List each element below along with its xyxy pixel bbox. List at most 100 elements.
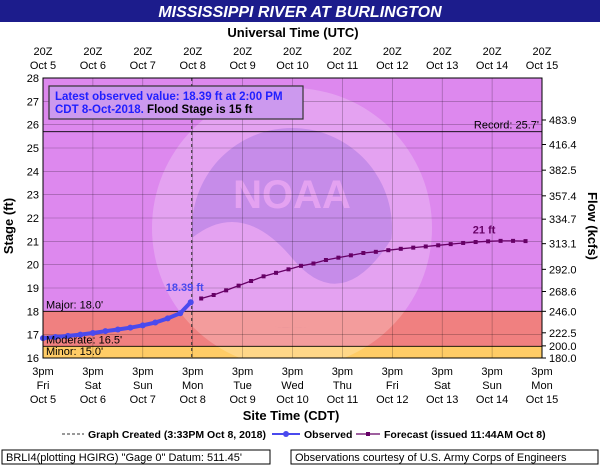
title-bar [0, 0, 600, 22]
flow-tick-label: 268.6 [549, 287, 577, 299]
x-tick-time: 3pm [531, 366, 552, 378]
forecast-point [461, 240, 466, 245]
y-tick-label: 26 [27, 120, 39, 132]
x-tick-day: Sun [133, 380, 153, 392]
observed-point [89, 330, 96, 337]
top-tick-date: Oct 6 [80, 60, 106, 72]
forecast-point [199, 296, 204, 301]
observed-point [177, 310, 184, 317]
forecast-point [386, 248, 391, 253]
flow-tick-label: 483.9 [549, 115, 577, 127]
x-tick-day: Fri [37, 380, 50, 392]
forecast-point [274, 270, 279, 275]
top-tick-time: 20Z [183, 46, 202, 58]
top-tick-date: Oct 12 [376, 60, 408, 72]
forecast-point [286, 267, 291, 272]
x-tick-date: Oct 6 [80, 394, 106, 406]
forecast-point [224, 288, 229, 293]
y-tick-label: 22 [27, 213, 39, 225]
observed-point [102, 328, 109, 335]
x-tick-time: 3pm [332, 366, 353, 378]
x-tick-date: Oct 9 [229, 394, 255, 406]
y-tick-label: 19 [27, 283, 39, 295]
footer-courtesy: Observations courtesy of U.S. Army Corps… [290, 449, 599, 465]
y-tick-label: 16 [27, 353, 39, 365]
plot-border [42, 77, 543, 359]
observed-last-label: 18.39 ft [166, 282, 204, 294]
footer-datum-text: BRLI4(plotting HGIRG) "Gage 0" Datum: 51… [6, 452, 242, 464]
chart-title: MISSISSIPPI RIVER AT BURLINGTON [158, 4, 442, 21]
observed-point [127, 324, 134, 331]
y-tick-label: 28 [27, 73, 39, 85]
top-tick-time: 20Z [383, 46, 402, 58]
x-tick-time: 3pm [32, 366, 53, 378]
latest-value-box: Latest observed value: 18.39 ft at 2:00 … [48, 85, 304, 120]
y2-axis-title: Flow (kcfs) [585, 192, 600, 260]
x-tick-time: 3pm [382, 366, 403, 378]
forecast-point [373, 249, 378, 254]
observed-point [77, 331, 84, 338]
forecast-point [311, 261, 316, 266]
y-tick-label: 27 [27, 96, 39, 108]
x-tick-time: 3pm [82, 366, 103, 378]
x-tick-day: Mon [531, 380, 552, 392]
flow-tick-label: 416.4 [549, 140, 577, 152]
footer-datum: BRLI4(plotting HGIRG) "Gage 0" Datum: 51… [1, 449, 271, 465]
forecast-point [236, 283, 241, 288]
y-tick-label: 23 [27, 190, 39, 202]
axes-layer: 16 17 18 19 20 21 22 23 24 25 26 27 28 3pm Fri Oct 5 3pm… [27, 46, 577, 406]
top-tick-date: Oct 10 [276, 60, 308, 72]
bottom-axis-title: Site Time (CDT) [243, 408, 340, 423]
flood-label-moderate: Moderate: 16.5' [46, 334, 122, 346]
x-tick-day: Sat [434, 380, 451, 392]
y-tick-label: 17 [27, 330, 39, 342]
flow-tick-label: 382.5 [549, 165, 577, 177]
observed-point [52, 334, 59, 340]
top-tick-date: Oct 9 [229, 60, 255, 72]
top-tick-date: Oct 13 [426, 60, 458, 72]
flood-label-minor: Minor: 15.0' [46, 346, 103, 358]
x-tick-time: 3pm [282, 366, 303, 378]
x-tick-time: 3pm [232, 366, 253, 378]
top-tick-date: Oct 14 [476, 60, 508, 72]
top-tick-time: 20Z [233, 46, 252, 58]
x-tick-day: Tue [233, 380, 252, 392]
x-tick-date: Oct 13 [426, 394, 458, 406]
flow-tick-label: 292.0 [549, 264, 577, 276]
x-tick-date: Oct 5 [30, 394, 56, 406]
x-tick-date: Oct 15 [526, 394, 558, 406]
x-tick-day: Fri [386, 380, 399, 392]
x-tick-day: Sun [482, 380, 502, 392]
forecast-point [336, 255, 341, 260]
forecast-point [361, 251, 366, 255]
observed-point [187, 299, 194, 306]
forecast-point [473, 240, 478, 245]
observed-point [139, 322, 146, 329]
forecast-point [398, 246, 403, 251]
forecast-point [411, 245, 416, 250]
top-tick-date: Oct 11 [327, 60, 359, 72]
top-tick-date: Oct 8 [180, 60, 206, 72]
legend: Graph Created (3:33PM Oct 8, 2018) Obser… [62, 429, 546, 441]
top-tick-time: 20Z [433, 46, 452, 58]
top-axis-title: Universal Time (UTC) [227, 25, 358, 40]
forecast-point [486, 239, 491, 244]
y-tick-label: 21 [27, 236, 39, 248]
latest-value-line2-suffix: Flood Stage is 15 ft [144, 104, 253, 116]
forecast-point [498, 238, 503, 243]
forecast-point [523, 239, 528, 244]
x-tick-time: 3pm [182, 366, 203, 378]
x-tick-day: Sat [85, 380, 102, 392]
observed-point [152, 319, 159, 326]
x-tick-date: Oct 7 [130, 394, 156, 406]
forecast-crest-label: 21 ft [473, 224, 496, 236]
watermark-wave [192, 222, 392, 328]
x-tick-date: Oct 12 [376, 394, 408, 406]
y-tick-label: 20 [27, 260, 39, 272]
forecast-point [348, 253, 353, 258]
y-tick-label: 18 [27, 306, 39, 318]
top-tick-date: Oct 5 [30, 60, 56, 72]
watermark-inner-disc [192, 128, 392, 328]
forecast-point [298, 263, 303, 268]
